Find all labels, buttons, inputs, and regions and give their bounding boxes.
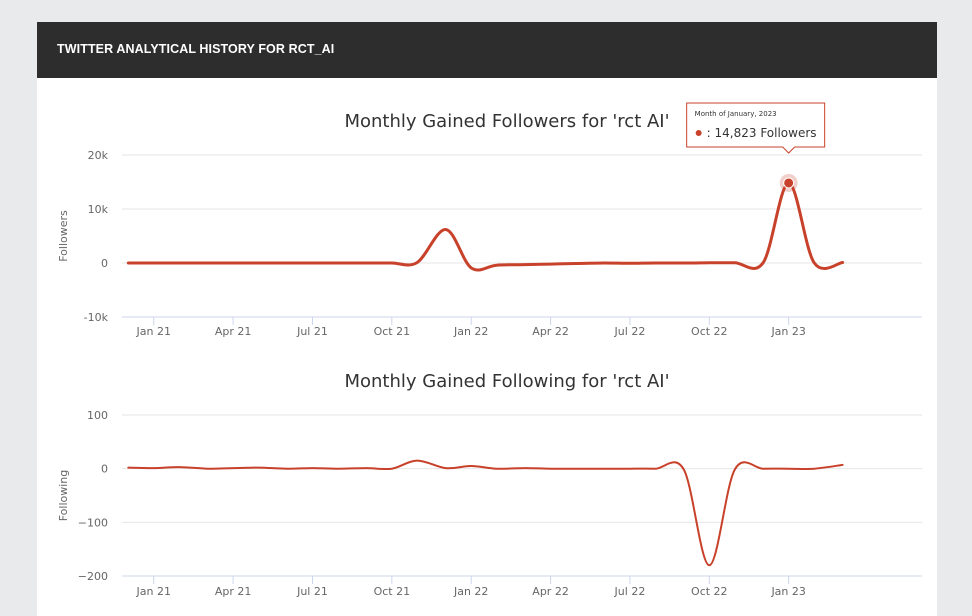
series-line-1 [126, 181, 845, 272]
card-header: TWITTER ANALYTICAL HISTORY FOR RCT_AI [37, 22, 937, 78]
x-tick-label: Jul 22 [614, 325, 646, 338]
series-line-1 [127, 459, 844, 567]
y-tick-label: -10k [84, 311, 109, 324]
charts-canvas: Monthly Gained Followers for 'rct AI' -10… [57, 102, 922, 598]
chart-title: Monthly Gained Following for 'rct AI' [344, 371, 669, 392]
header-title: TWITTER ANALYTICAL HISTORY FOR RCT_AI [57, 42, 335, 56]
tooltip-header: Month of January, 2023 [695, 110, 777, 118]
x-tick-label: Apr 22 [532, 585, 569, 598]
x-tick-label: Apr 22 [532, 325, 569, 338]
x-tick-label: Apr 21 [215, 325, 252, 338]
x-tick-label: Jul 21 [296, 325, 328, 338]
y-axis-label: Followers [57, 210, 70, 262]
x-tick-label: Apr 21 [215, 585, 252, 598]
y-axis-label: Following [57, 470, 70, 522]
x-tick-label: Jan 22 [453, 585, 488, 598]
chart-2: Monthly Gained Following for 'rct AI' −20… [57, 371, 922, 598]
y-tick-label: 10k [88, 203, 109, 216]
y-tick-label: −100 [78, 516, 108, 529]
tooltip-value: : 14,823 Followers [707, 126, 817, 140]
tooltip-box [686, 102, 826, 154]
y-tick-label: 0 [101, 463, 108, 476]
x-tick-label: Jul 21 [296, 585, 328, 598]
y-tick-label: 0 [101, 257, 108, 270]
y-tick-label: −200 [78, 570, 108, 583]
x-tick-label: Jan 21 [136, 325, 171, 338]
x-tick-label: Oct 21 [374, 325, 411, 338]
x-tick-label: Jan 23 [770, 325, 805, 338]
tooltip-marker [695, 130, 702, 136]
x-tick-label: Oct 22 [691, 585, 728, 598]
chart-1: Monthly Gained Followers for 'rct AI' -10… [57, 102, 922, 338]
highlight-point [783, 177, 795, 189]
x-tick-label: Jan 22 [453, 325, 488, 338]
analytics-card: TWITTER ANALYTICAL HISTORY FOR RCT_AI Mo… [37, 22, 937, 616]
x-tick-label: Jan 21 [136, 585, 171, 598]
chart-title: Monthly Gained Followers for 'rct AI' [344, 111, 669, 132]
y-tick-label: 20k [88, 149, 109, 162]
x-tick-label: Oct 21 [374, 585, 411, 598]
tooltip: Month of January, 2023 : 14,823 Followers [686, 102, 826, 154]
x-tick-label: Oct 22 [691, 325, 728, 338]
y-tick-label: 100 [87, 409, 108, 422]
x-tick-label: Jul 22 [614, 585, 646, 598]
x-tick-label: Jan 23 [770, 585, 805, 598]
